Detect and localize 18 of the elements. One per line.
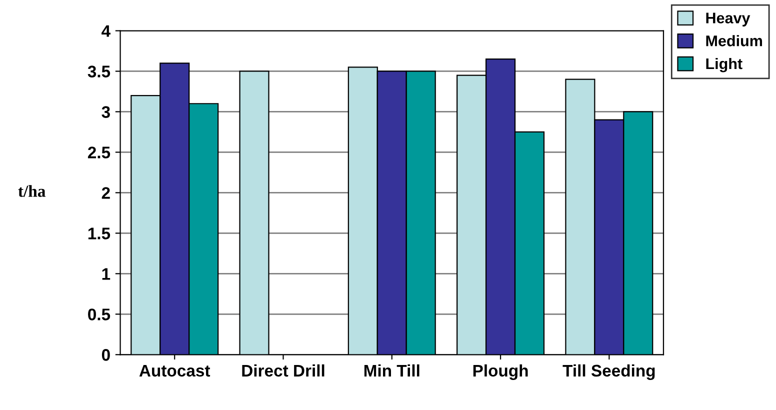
x-tick-label: Till Seeding [562, 364, 655, 380]
y-tick-label: 0.5 [88, 308, 110, 320]
legend-label: Medium [706, 35, 762, 46]
y-tick-label: 2 [102, 187, 110, 199]
x-tick-label: Direct Drill [242, 364, 324, 377]
y-tick-label: 3.5 [88, 66, 110, 78]
y-tick-label: 3 [102, 106, 110, 118]
x-tick-label: Min Till [364, 364, 420, 376]
x-tick-label: Autocast [139, 364, 210, 377]
y-tick-label: 2.5 [88, 146, 110, 158]
y-tick-label: 0 [102, 349, 110, 361]
y-tick-label: 4 [102, 25, 110, 37]
y-tick-label: 1 [102, 268, 110, 280]
y-axis-title: t/ha [18, 185, 46, 197]
y-tick-label: 1.5 [88, 228, 110, 240]
legend-label: Light [706, 58, 742, 72]
x-tick-label: Plough [473, 364, 528, 380]
legend-label: Heavy [706, 12, 750, 26]
